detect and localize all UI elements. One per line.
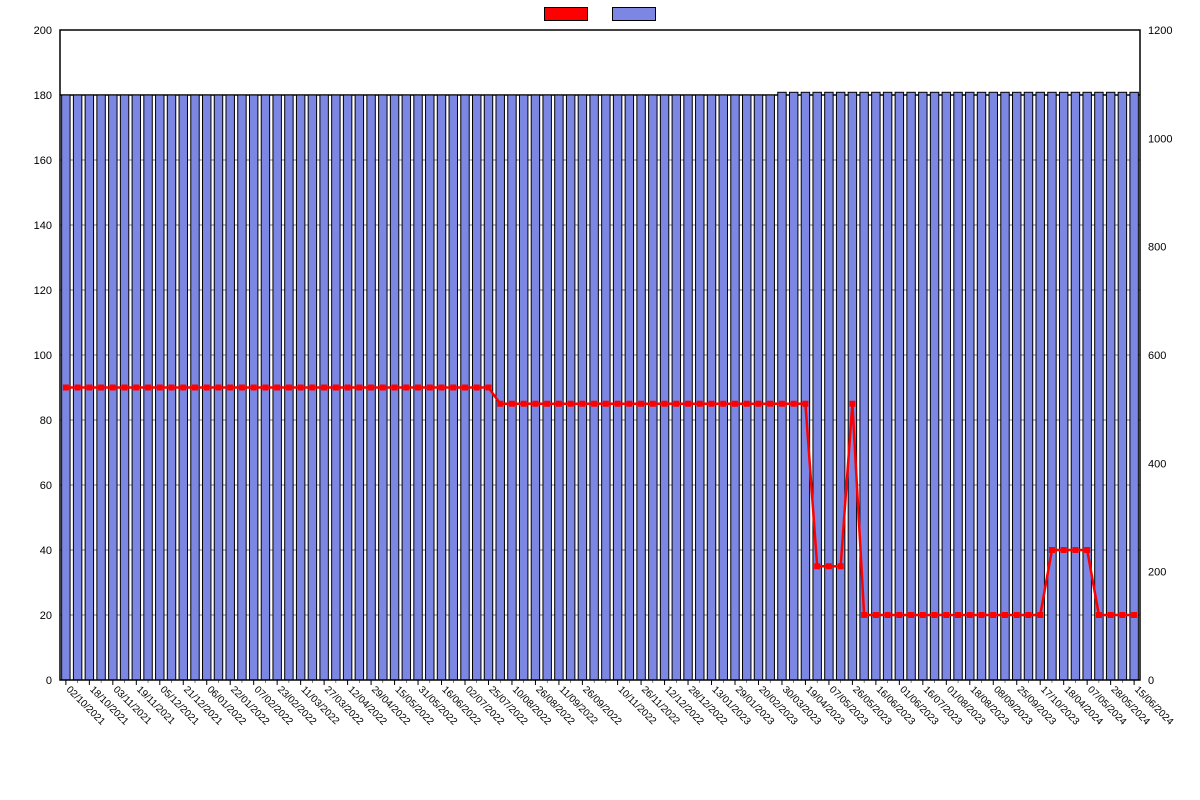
svg-text:160: 160 (34, 155, 52, 167)
svg-text:40: 40 (40, 545, 52, 557)
svg-text:0: 0 (46, 675, 52, 687)
svg-text:800: 800 (1148, 242, 1166, 254)
chart-container: 0 20 40 60 80 100 120 140 160 180 200 0 200 400 600 800… (0, 0, 1200, 800)
legend-item-bar (612, 6, 656, 21)
legend-swatch-line (544, 7, 588, 21)
legend (0, 6, 1200, 21)
svg-text:80: 80 (40, 415, 52, 427)
svg-text:140: 140 (34, 220, 52, 232)
svg-text:1000: 1000 (1148, 133, 1172, 145)
svg-text:400: 400 (1148, 458, 1166, 470)
chart-svg: 0 20 40 60 80 100 120 140 160 180 200 0 200 400 600 800… (0, 0, 1200, 800)
svg-text:600: 600 (1148, 350, 1166, 362)
svg-text:100: 100 (34, 350, 52, 362)
svg-text:180: 180 (34, 90, 52, 102)
legend-swatch-bar (612, 7, 656, 21)
legend-item-line (544, 6, 588, 21)
svg-text:60: 60 (40, 480, 52, 492)
svg-text:200: 200 (1148, 567, 1166, 579)
svg-text:120: 120 (34, 285, 52, 297)
svg-text:0: 0 (1148, 675, 1154, 687)
svg-text:200: 200 (34, 25, 52, 37)
svg-text:1200: 1200 (1148, 25, 1172, 37)
svg-text:20: 20 (40, 610, 52, 622)
